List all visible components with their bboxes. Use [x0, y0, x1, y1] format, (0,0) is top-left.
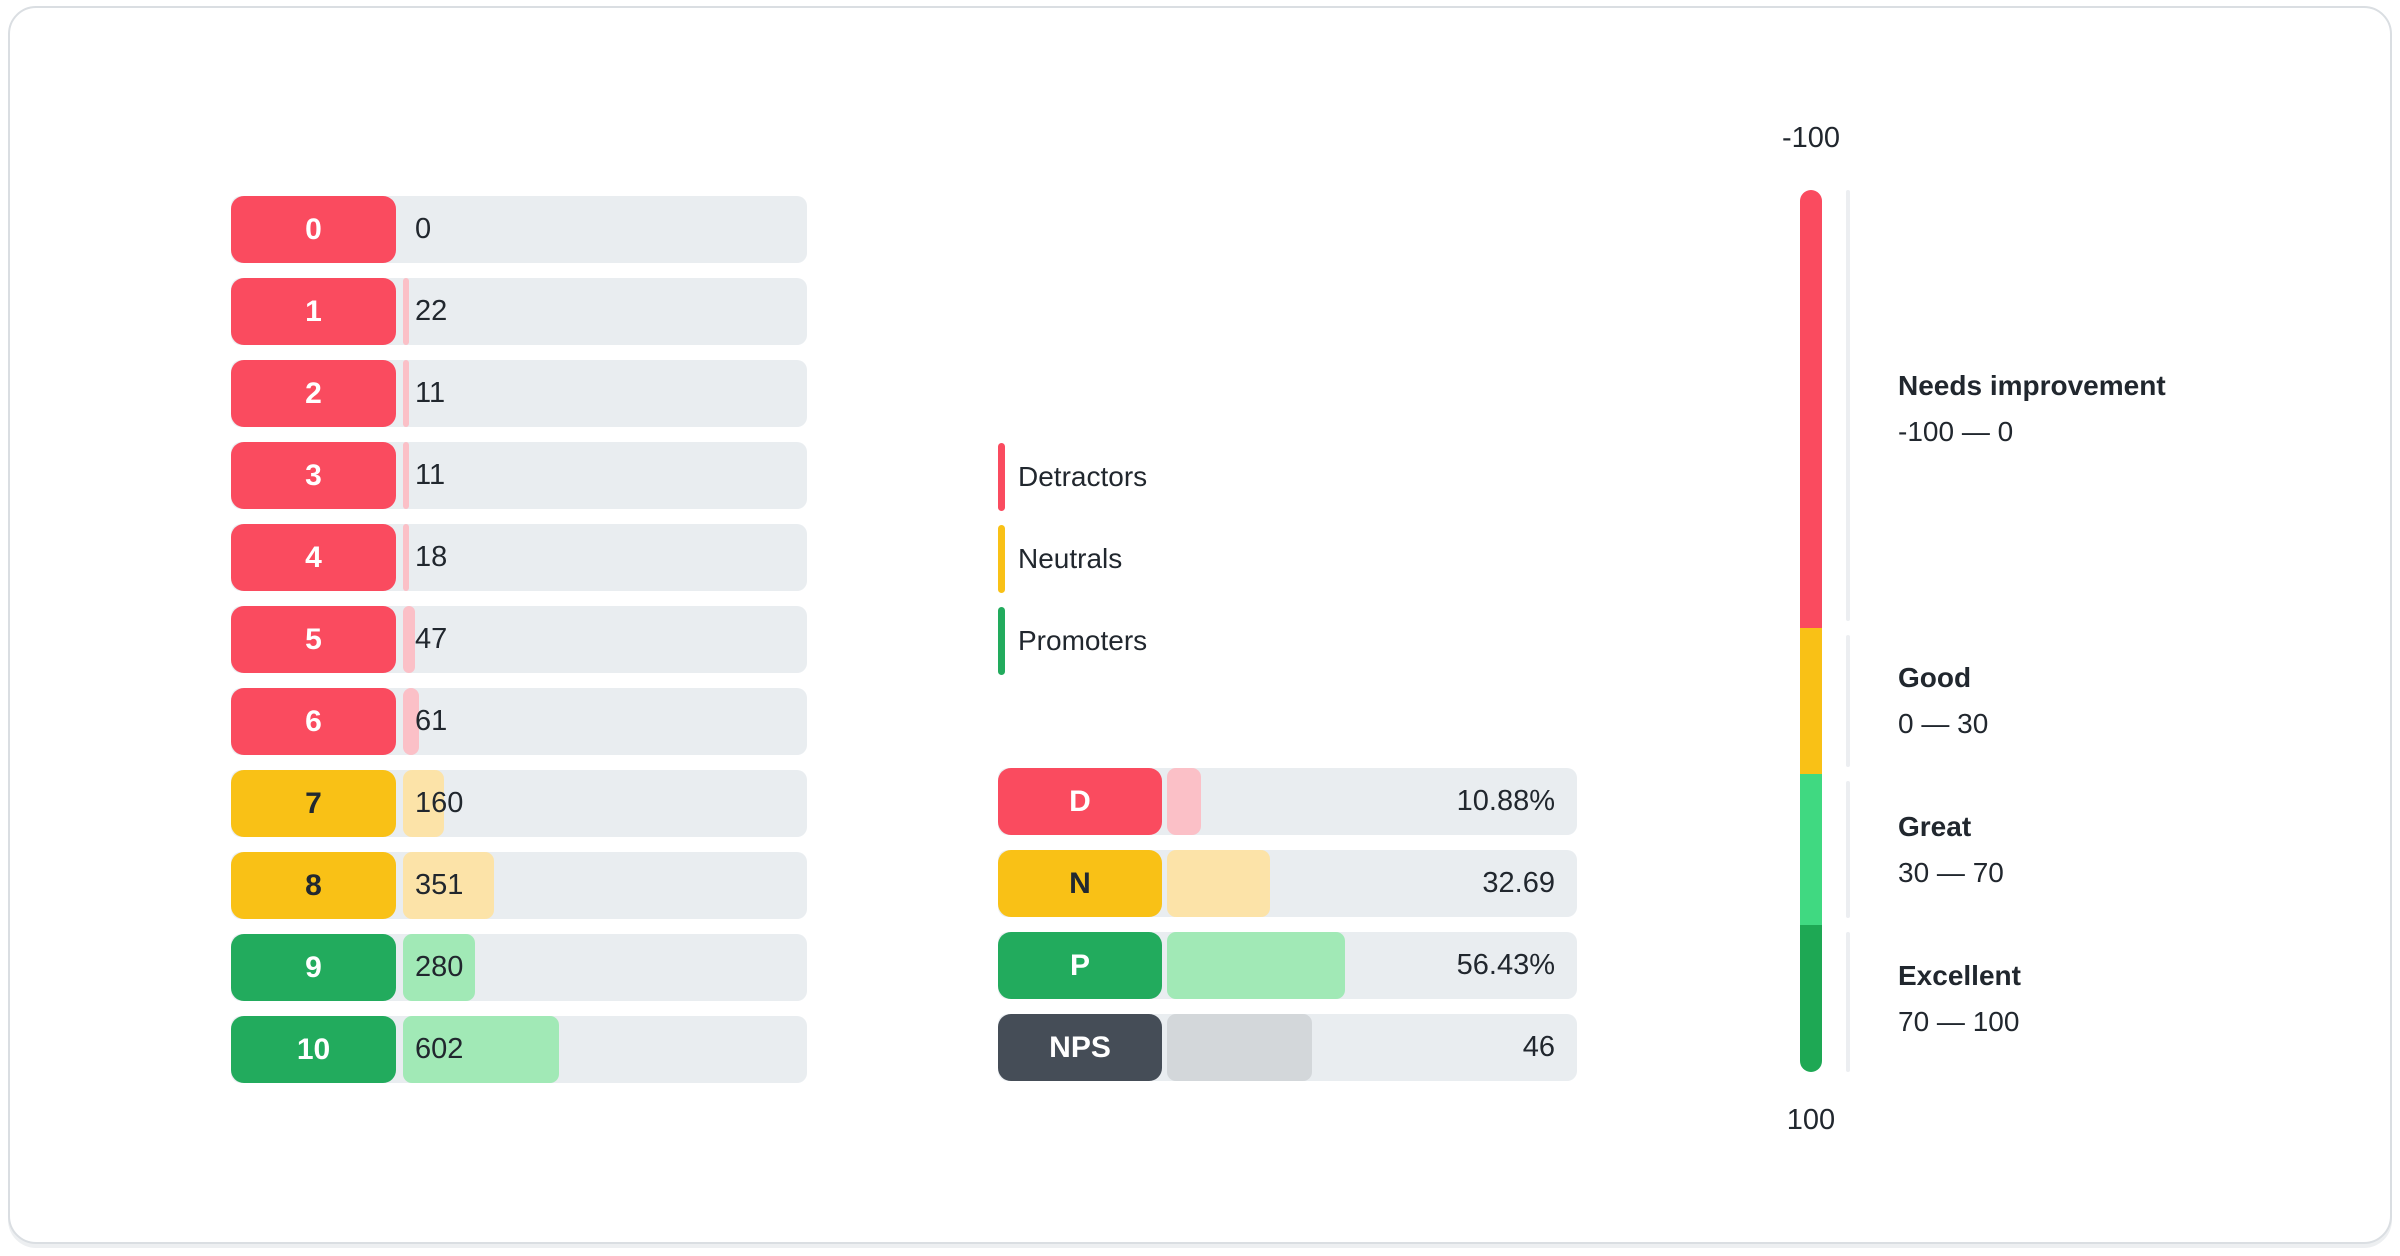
summary-row-fill	[1167, 850, 1270, 917]
score-pill: 0	[231, 196, 396, 263]
score-count: 602	[415, 1033, 464, 1065]
gauge-zone-segment	[1800, 774, 1822, 925]
score-pill: 3	[231, 442, 396, 509]
gauge-zone-title: Needs improvement	[1898, 370, 2166, 401]
score-row-fill	[403, 278, 409, 345]
nps-scale-bar	[1800, 190, 1822, 1072]
score-count: 160	[415, 787, 464, 819]
gauge-zone-range: 0 — 30	[1898, 708, 1989, 739]
legend-swatch	[998, 525, 1005, 593]
score-pill: 5	[231, 606, 396, 673]
gauge-tick-segment	[1846, 932, 1850, 1072]
legend-item-neutrals: Neutrals	[998, 525, 1122, 593]
score-row: 3 11	[231, 442, 807, 509]
score-row-fill	[403, 770, 445, 837]
summary-pill: N	[998, 850, 1162, 917]
gauge-zone-label: Excellent 70 — 100	[1898, 953, 2318, 1045]
score-row: 9 280	[231, 934, 807, 1001]
summary-pill: P	[998, 932, 1162, 999]
summary-pill: NPS	[998, 1014, 1162, 1081]
score-count: 47	[415, 623, 448, 655]
summary-value: 56.43%	[1456, 949, 1555, 981]
score-pill: 8	[231, 852, 396, 919]
gauge-zone-title: Great	[1898, 810, 1972, 842]
score-row-fill	[403, 934, 476, 1001]
score-row: 10 602	[231, 1016, 807, 1083]
score-pill: 7	[231, 770, 396, 837]
legend-swatch	[998, 607, 1005, 675]
summary-value: 32.69	[1482, 867, 1555, 899]
score-count: 11	[415, 377, 446, 409]
gauge-zone-segment	[1800, 190, 1822, 628]
gauge-tick-segment	[1846, 635, 1850, 767]
score-row: 8 351	[231, 852, 807, 919]
score-pill: 2	[231, 360, 396, 427]
score-row: 5 47	[231, 606, 807, 673]
legend-item-detractors: Detractors	[998, 443, 1147, 511]
gauge-zone-label: Needs improvement -100 — 0	[1898, 363, 2318, 455]
score-row: 1 22	[231, 278, 807, 345]
score-count: 61	[415, 705, 448, 737]
score-pill: 10	[231, 1016, 396, 1083]
gauge-zone-title: Good	[1898, 662, 1972, 693]
summary-row-n: N 32.69	[998, 850, 1577, 917]
legend-label: Promoters	[1018, 625, 1148, 656]
gauge-tick-segment	[1846, 190, 1850, 621]
summary-row-d: D 10.88%	[998, 768, 1577, 835]
gauge-zone-segment	[1800, 628, 1822, 774]
score-count: 351	[415, 869, 464, 901]
score-row-fill	[403, 1016, 559, 1083]
score-row: 7 160	[231, 770, 807, 837]
score-pill: 9	[231, 934, 396, 1001]
score-row-fill	[403, 606, 416, 673]
summary-row-p: P 56.43%	[998, 932, 1577, 999]
gauge-tick-segment	[1846, 781, 1850, 918]
score-count: 0	[415, 213, 432, 245]
gauge-zone-range: 70 — 100	[1898, 1005, 2020, 1037]
score-row-fill	[403, 524, 409, 591]
score-row: 6 61	[231, 688, 807, 755]
summary-row-fill	[1167, 768, 1202, 835]
legend-item-promoters: Promoters	[998, 607, 1147, 675]
gauge-min-label: 100	[1786, 1104, 1836, 1136]
legend-label: Neutrals	[1018, 543, 1123, 574]
score-count: 22	[415, 295, 448, 327]
gauge-zone-range: 30 — 70	[1898, 856, 2004, 888]
score-row: 2 11	[231, 360, 807, 427]
summary-row-fill	[1167, 932, 1345, 999]
summary-row-fill	[1167, 1014, 1313, 1081]
legend-label: Detractors	[1018, 461, 1148, 492]
score-count: 11	[415, 459, 446, 491]
summary-row-nps: NPS 46	[998, 1014, 1577, 1081]
gauge-zone-segment	[1800, 925, 1822, 1072]
summary-value: 46	[1522, 1031, 1555, 1063]
gauge-zone-range: -100 — 0	[1898, 416, 2014, 447]
summary-value: 10.88%	[1456, 785, 1555, 817]
legend-swatch	[998, 443, 1005, 511]
score-pill: 4	[231, 524, 396, 591]
gauge-zone-title: Excellent	[1898, 959, 2021, 991]
summary-pill: D	[998, 768, 1162, 835]
score-distribution-chart: 0 0 1 22 2 11 3 11 4 18 5 47 6 61 7 160 8 351 9 280 10 602	[231, 196, 807, 1083]
nps-summary-chart: D 10.88% N 32.69 P 56.43% NPS 46	[998, 768, 1577, 1081]
gauge-zone-label: Great 30 — 70	[1898, 804, 2318, 896]
gauge-max-label: -100	[1781, 122, 1841, 154]
score-count: 280	[415, 951, 464, 983]
score-row-fill	[403, 688, 419, 755]
score-pill: 1	[231, 278, 396, 345]
score-row-fill	[403, 442, 409, 509]
score-count: 18	[415, 541, 448, 573]
gauge-zone-label: Good 0 — 30	[1898, 655, 2318, 747]
score-pill: 6	[231, 688, 396, 755]
score-row-fill	[403, 360, 409, 427]
category-legend: Detractors Neutrals Promoters	[998, 443, 1418, 675]
score-row: 4 18	[231, 524, 807, 591]
score-row-fill	[403, 852, 494, 919]
